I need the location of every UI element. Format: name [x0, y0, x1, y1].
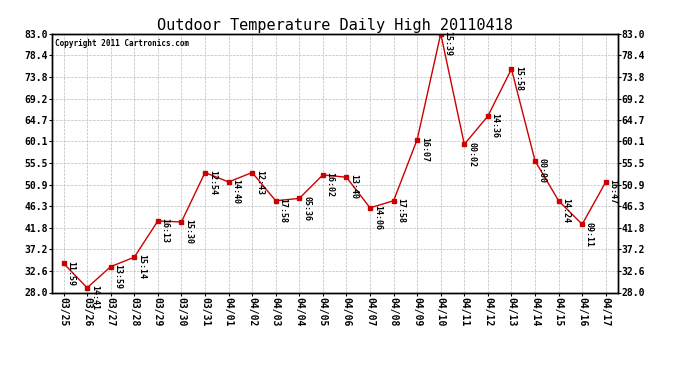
Text: 17:58: 17:58: [396, 198, 405, 223]
Text: 12:54: 12:54: [208, 170, 217, 195]
Text: 14:36: 14:36: [491, 113, 500, 138]
Text: 13:40: 13:40: [349, 174, 358, 200]
Text: Copyright 2011 Cartronics.com: Copyright 2011 Cartronics.com: [55, 39, 188, 48]
Text: 00:00: 00:00: [538, 158, 546, 183]
Text: 16:47: 16:47: [609, 179, 618, 204]
Text: 14:41: 14:41: [90, 285, 99, 310]
Text: 05:36: 05:36: [302, 196, 311, 220]
Text: 15:39: 15:39: [444, 31, 453, 56]
Text: 13:59: 13:59: [113, 264, 122, 289]
Text: 14:24: 14:24: [562, 198, 571, 223]
Text: 15:58: 15:58: [514, 66, 523, 91]
Text: 15:30: 15:30: [184, 219, 193, 244]
Text: 15:14: 15:14: [137, 255, 146, 279]
Text: 16:13: 16:13: [161, 218, 170, 243]
Text: 14:40: 14:40: [231, 179, 240, 204]
Text: 09:11: 09:11: [585, 222, 594, 246]
Text: 14:06: 14:06: [373, 205, 382, 230]
Text: 00:02: 00:02: [467, 141, 476, 166]
Text: 16:07: 16:07: [420, 137, 429, 162]
Title: Outdoor Temperature Daily High 20110418: Outdoor Temperature Daily High 20110418: [157, 18, 513, 33]
Text: 16:02: 16:02: [326, 172, 335, 197]
Text: 17:58: 17:58: [279, 198, 288, 223]
Text: 12:43: 12:43: [255, 170, 264, 195]
Text: 11:59: 11:59: [66, 261, 75, 285]
